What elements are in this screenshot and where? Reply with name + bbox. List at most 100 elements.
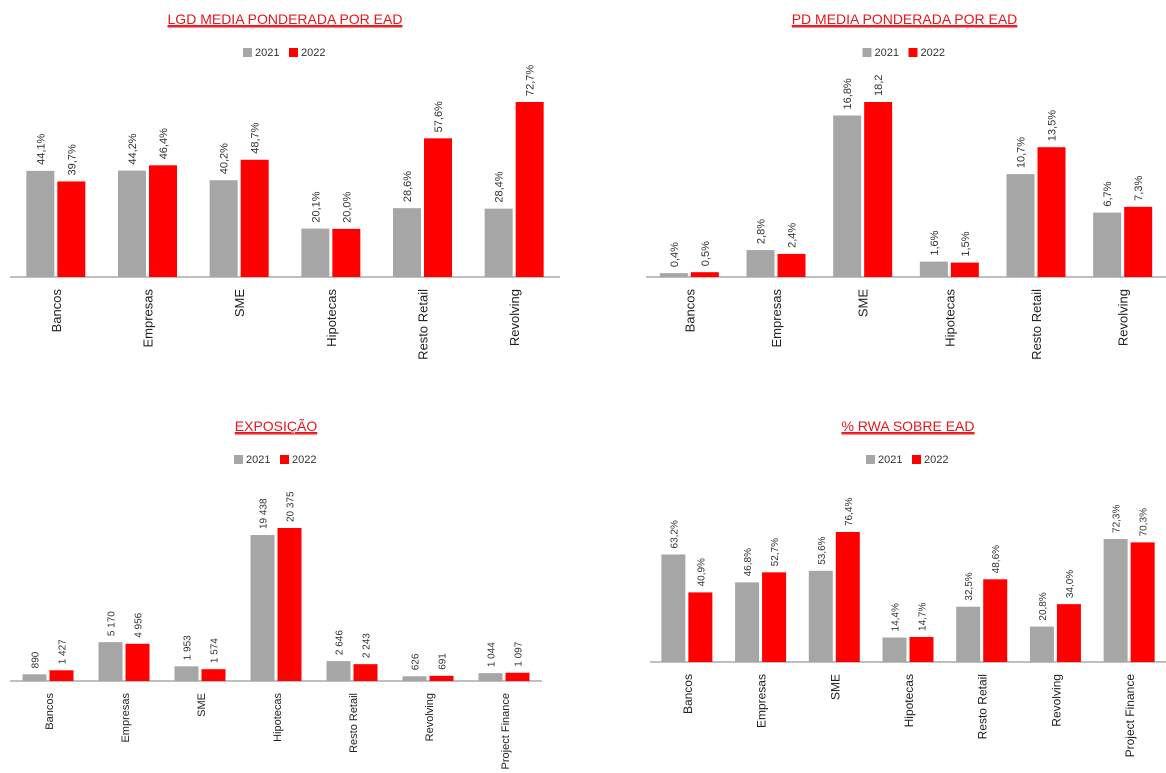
data-label-revolving-2021: 626 [411,653,422,670]
data-label-hipotecas-2022: 20,0% [341,191,353,222]
legend-label-2021: 2021 [878,454,902,466]
category-label-revolving: Revolving [1049,674,1063,727]
data-label-sme-2021: 1 953 [183,635,194,660]
bar-revolving-2021 [402,676,427,681]
data-label-project-finance-2021: 1 044 [487,642,498,667]
chart-lgd-panel: LGD MEDIA PONDERADA POR EAD 2021 2022 44,1%… [10,0,560,380]
data-label-bancos-2022: 39,7% [66,144,78,175]
data-label-bancos-2022: 40,9% [696,558,707,586]
category-label-hipotecas: Hipotecas [324,289,339,347]
data-label-sme-2022: 18,2 [873,75,885,96]
chart-exposicao-panel: EXPOSIÇÃO 2021 2022 890 1 427 Bancos 5 170 4 95… [10,405,542,773]
legend-swatch-2022 [912,455,921,464]
bar-revolving-2021 [1093,212,1122,277]
legend: 2021 2022 [866,454,948,466]
category-label-bancos: Bancos [44,693,56,730]
bar-sme-2021 [808,570,833,662]
data-label-project-finance-2022: 1 097 [514,641,525,666]
bar-resto-retail-2021 [1006,174,1035,277]
data-label-revolving-2022: 691 [438,653,449,670]
category-label-bancos: Bancos [682,289,697,333]
data-label-resto-retail-2021: 32,5% [964,572,975,600]
legend: 2021 2022 [243,47,325,59]
category-label-project-finance: Project Finance [1123,674,1137,758]
data-label-revolving-2022: 7,3% [1133,176,1145,201]
legend-label-2022: 2022 [921,47,945,59]
bar-resto-retail-2021 [326,661,351,681]
data-label-revolving-2022: 72,7% [525,65,537,96]
chart-pd: PD MEDIA PONDERADA POR EAD 2021 2022 0,4% 0,… [646,11,1166,360]
bar-bancos-2021 [22,674,47,681]
data-label-revolving-2021: 6,7% [1102,181,1114,206]
bar-project-finance-2021 [1103,538,1128,662]
data-label-revolving-2021: 20,8% [1038,592,1049,620]
category-label-revolving: Revolving [424,693,436,741]
chart-title: EXPOSIÇÃO [235,418,318,434]
bar-hipotecas-2021 [301,228,330,277]
data-label-empresas-2022: 2,4% [787,223,799,248]
bar-empresas-2021 [118,170,146,277]
data-label-empresas-2022: 46,4% [158,128,170,159]
category-label-resto-retail: Resto Retail [348,693,360,753]
legend-label-2021: 2021 [875,47,899,59]
bar-bancos-2021 [26,170,55,277]
data-label-bancos-2021: 63,2% [669,520,680,548]
bar-bancos-2022 [690,272,719,277]
data-label-bancos-2021: 890 [31,651,42,668]
bar-resto-retail-2022 [983,579,1008,662]
bar-bancos-2021 [661,554,686,662]
category-label-revolving: Revolving [507,289,522,346]
bar-sme-2021 [209,180,238,277]
bar-project-finance-2021 [478,673,503,681]
bar-hipotecas-2021 [882,637,907,662]
data-label-hipotecas-2022: 20 375 [286,491,297,522]
data-label-bancos-2021: 0,4% [669,242,681,267]
data-label-revolving-2021: 28,4% [494,171,506,202]
bar-empresas-2021 [98,642,123,681]
data-label-bancos-2022: 1 427 [58,639,69,664]
bar-sme-2021 [174,666,199,681]
bar-sme-2022 [835,532,860,662]
category-label-empresas: Empresas [120,693,132,743]
bar-revolving-2022 [515,102,544,277]
bar-hipotecas-2021 [919,261,948,277]
bar-project-finance-2022 [1130,542,1155,662]
bar-empresas-2021 [746,250,775,277]
legend-label-2022: 2022 [301,47,325,59]
chart-rwa-panel: % RWA SOBRE EAD 2021 2022 63,2% 40,9% Bancos 4… [650,405,1166,773]
bar-bancos-2022 [49,670,74,681]
legend-label-2021: 2021 [255,47,279,59]
legend-swatch-2022 [289,48,298,57]
bar-revolving-2022 [429,675,454,681]
bar-resto-retail-2021 [956,606,981,662]
legend-swatch-2021 [866,455,875,464]
bar-empresas-2022 [762,572,787,662]
chart-title: PD MEDIA PONDERADA POR EAD [792,11,1018,27]
category-label-empresas: Empresas [755,674,769,728]
category-label-resto-retail: Resto Retail [976,674,990,739]
data-label-hipotecas-2021: 1,6% [929,230,941,255]
chart-pd-panel: PD MEDIA PONDERADA POR EAD 2021 2022 0,4% 0,… [643,0,1166,380]
legend-label-2022: 2022 [924,454,948,466]
category-label-resto-retail: Resto Retail [416,289,431,360]
category-label-revolving: Revolving [1116,289,1131,346]
data-label-sme-2021: 40,2% [219,143,231,174]
bar-resto-retail-2022 [1037,147,1066,277]
data-label-empresas-2021: 5 170 [107,611,118,636]
chart-exposicao: EXPOSIÇÃO 2021 2022 890 1 427 Bancos 5 170 4 95… [10,418,542,769]
bar-hipotecas-2022 [277,528,302,681]
bar-empresas-2022 [149,165,177,277]
category-label-hipotecas: Hipotecas [902,674,916,727]
category-label-bancos: Bancos [681,674,695,714]
legend-swatch-2021 [234,455,243,464]
bar-project-finance-2022 [505,672,530,681]
bar-empresas-2022 [777,253,806,277]
legend: 2021 2022 [862,47,945,59]
data-label-hipotecas-2021: 20,1% [310,191,322,222]
data-label-sme-2022: 48,7% [250,122,262,153]
bar-revolving-2022 [1124,206,1153,277]
bar-resto-retail-2022 [353,664,378,681]
legend-swatch-2022 [908,48,918,57]
bar-bancos-2021 [659,273,688,277]
chart-rwa: % RWA SOBRE EAD 2021 2022 63,2% 40,9% Bancos 4… [650,418,1166,758]
